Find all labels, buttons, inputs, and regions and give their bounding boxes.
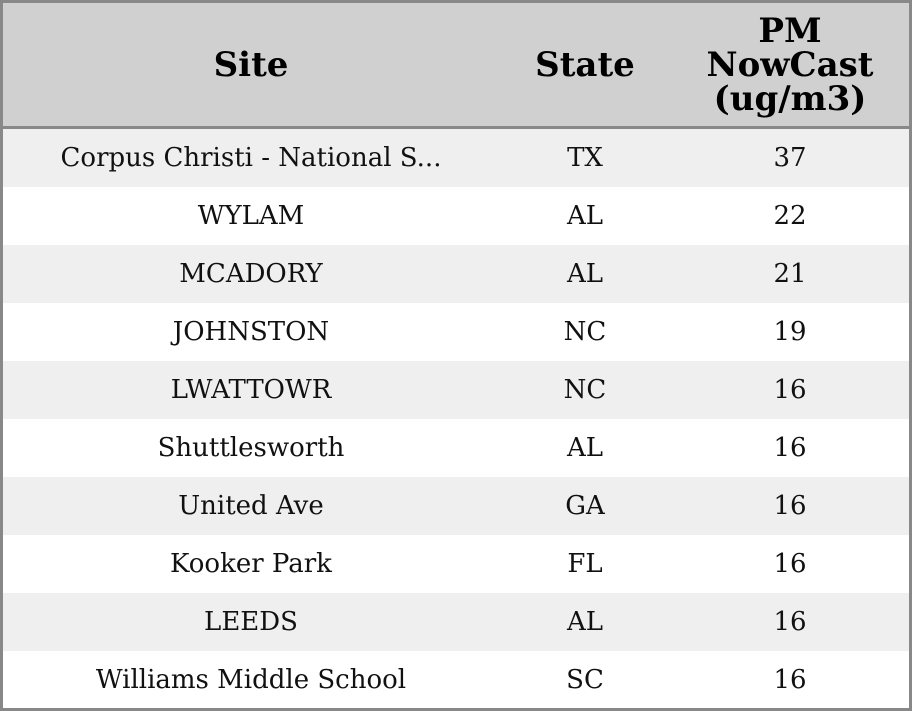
cell-site: Williams Middle School bbox=[3, 651, 499, 708]
cell-pm-value: 19 bbox=[671, 303, 909, 361]
cell-state: FL bbox=[499, 535, 671, 593]
table-grid: Site State PM NowCast (ug/m3) Corpus Chr… bbox=[3, 3, 909, 708]
cell-pm-value: 16 bbox=[671, 651, 909, 708]
cell-site: Shuttlesworth bbox=[3, 419, 499, 477]
cell-site: WYLAM bbox=[3, 187, 499, 245]
cell-state: SC bbox=[499, 651, 671, 708]
cell-pm-value: 16 bbox=[671, 477, 909, 535]
cell-site: JOHNSTON bbox=[3, 303, 499, 361]
header-site: Site bbox=[3, 3, 499, 129]
header-state: State bbox=[499, 3, 671, 129]
cell-state: AL bbox=[499, 419, 671, 477]
cell-pm-value: 16 bbox=[671, 593, 909, 651]
cell-pm-value: 37 bbox=[671, 129, 909, 187]
cell-state: NC bbox=[499, 361, 671, 419]
cell-state: AL bbox=[499, 187, 671, 245]
cell-site: United Ave bbox=[3, 477, 499, 535]
cell-state: TX bbox=[499, 129, 671, 187]
cell-site: LWATTOWR bbox=[3, 361, 499, 419]
cell-state: GA bbox=[499, 477, 671, 535]
cell-state: AL bbox=[499, 593, 671, 651]
cell-pm-value: 16 bbox=[671, 535, 909, 593]
cell-site: Corpus Christi - National S... bbox=[3, 129, 499, 187]
cell-pm-value: 16 bbox=[671, 361, 909, 419]
cell-site: LEEDS bbox=[3, 593, 499, 651]
cell-state: NC bbox=[499, 303, 671, 361]
cell-pm-value: 16 bbox=[671, 419, 909, 477]
cell-site: Kooker Park bbox=[3, 535, 499, 593]
cell-site: MCADORY bbox=[3, 245, 499, 303]
cell-state: AL bbox=[499, 245, 671, 303]
header-pm-nowcast: PM NowCast (ug/m3) bbox=[671, 3, 909, 129]
cell-pm-value: 21 bbox=[671, 245, 909, 303]
cell-pm-value: 22 bbox=[671, 187, 909, 245]
